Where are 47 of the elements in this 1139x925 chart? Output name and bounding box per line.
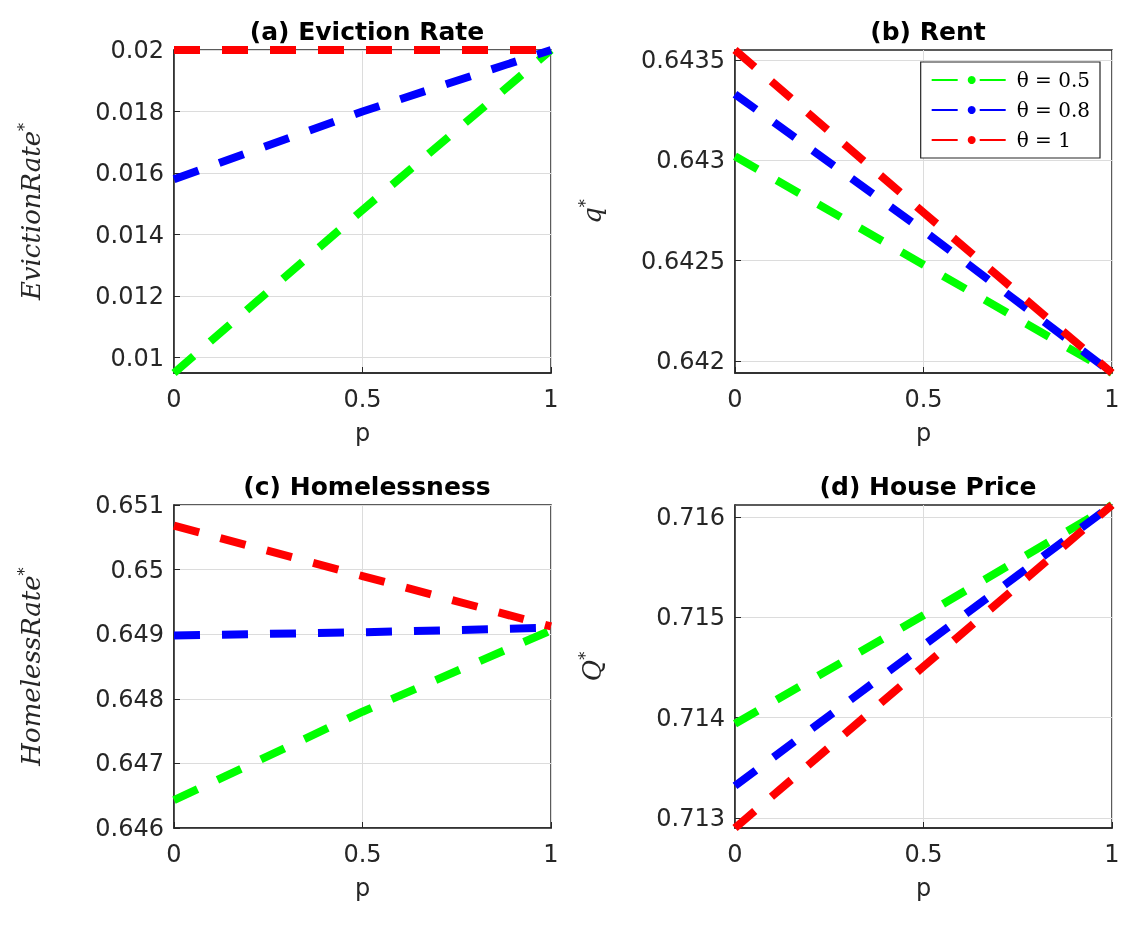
x-tick-label: 0 — [727, 385, 743, 413]
y-tick-label: 0.016 — [95, 159, 164, 188]
x-tick-label: 0.5 — [343, 840, 382, 868]
x-axis-title: p — [915, 874, 932, 902]
x-tick-label: 0 — [166, 385, 182, 413]
x-tick-label: 0.5 — [343, 385, 382, 413]
chart-title: (d) House Price — [819, 472, 1037, 501]
y-tick-label: 0.6425 — [641, 246, 725, 275]
y-tick-label: 0.649 — [95, 620, 164, 649]
y-tick-label: 0.646 — [95, 814, 164, 842]
legend-label: θ = 0.8 — [1016, 98, 1091, 122]
legend-label: θ = 0.5 — [1016, 68, 1091, 92]
y-tick-label: 0.713 — [656, 803, 725, 832]
chart-title: (a) Eviction Rate — [249, 17, 485, 46]
x-tick-label: 0 — [727, 840, 743, 868]
x-tick-label: 1 — [1104, 385, 1120, 413]
y-tick-label: 0.651 — [95, 491, 164, 519]
chart-title: (b) Rent — [870, 17, 986, 46]
y-tick-label: 0.012 — [95, 282, 164, 311]
y-tick-label: 0.648 — [95, 684, 164, 713]
x-tick-label: 1 — [1104, 840, 1120, 868]
y-axis-title: HomelessRate* — [14, 567, 46, 767]
chart-title: (c) Homelessness — [243, 472, 491, 501]
x-tick-label: 1 — [543, 385, 559, 413]
y-axis-title: q* — [575, 199, 607, 224]
x-tick-label: 1 — [543, 840, 559, 868]
y-tick-label: 0.018 — [95, 97, 164, 126]
y-tick-label: 0.02 — [110, 36, 164, 64]
y-tick-label: 0.65 — [110, 555, 164, 584]
y-tick-label: 0.014 — [95, 220, 164, 249]
y-tick-label: 0.643 — [656, 146, 725, 175]
legend-label: θ = 1 — [1016, 128, 1071, 152]
y-tick-label: 0.642 — [656, 346, 725, 375]
x-axis-title: p — [354, 874, 371, 902]
x-axis-title: p — [915, 419, 932, 447]
y-tick-label: 0.01 — [110, 343, 164, 372]
y-tick-label: 0.716 — [656, 503, 725, 532]
y-tick-label: 0.6435 — [641, 46, 725, 75]
y-tick-label: 0.714 — [656, 703, 725, 732]
x-tick-label: 0.5 — [904, 840, 943, 868]
x-tick-label: 0 — [166, 840, 182, 868]
x-axis-title: p — [354, 419, 371, 447]
y-axis-title: EvictionRate* — [14, 122, 46, 302]
x-tick-label: 0.5 — [904, 385, 943, 413]
y-axis-title: Q* — [575, 651, 607, 682]
y-tick-label: 0.647 — [95, 749, 164, 778]
y-tick-label: 0.715 — [656, 603, 725, 632]
